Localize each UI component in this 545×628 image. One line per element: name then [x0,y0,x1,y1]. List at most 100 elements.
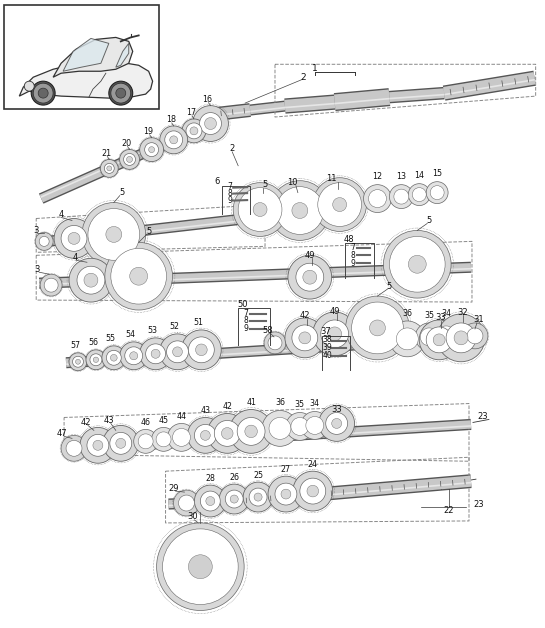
Circle shape [189,337,214,363]
Circle shape [87,435,109,457]
Text: 43: 43 [104,416,114,425]
Circle shape [77,266,105,294]
Circle shape [126,156,132,163]
Circle shape [93,440,103,450]
Circle shape [306,416,324,435]
Circle shape [446,323,476,353]
Circle shape [134,430,158,453]
Circle shape [328,327,342,341]
Circle shape [270,181,330,241]
Circle shape [389,236,445,292]
Circle shape [107,166,112,171]
Circle shape [187,418,223,453]
Text: 2: 2 [300,73,306,82]
Circle shape [229,409,273,453]
Polygon shape [116,43,129,67]
Circle shape [90,354,102,365]
Text: 51: 51 [193,318,203,327]
Circle shape [162,529,238,605]
Circle shape [130,268,148,285]
Circle shape [199,112,221,134]
Circle shape [415,323,443,351]
Circle shape [296,263,324,291]
Circle shape [160,334,196,370]
Text: 54: 54 [126,330,136,339]
Circle shape [178,495,195,511]
Text: 58: 58 [263,327,274,335]
Circle shape [186,123,202,139]
Circle shape [264,332,286,354]
Text: 40: 40 [323,351,332,360]
Circle shape [361,311,395,345]
Circle shape [303,270,317,284]
Circle shape [97,217,131,251]
Text: 3: 3 [34,226,39,235]
Circle shape [430,186,444,200]
Text: 25: 25 [253,470,263,480]
Circle shape [313,178,367,232]
Circle shape [151,349,160,358]
Circle shape [370,320,385,336]
Circle shape [140,138,164,161]
Text: 18: 18 [166,116,175,124]
Text: 26: 26 [229,473,239,482]
Circle shape [196,344,207,355]
Circle shape [396,328,418,350]
Circle shape [156,523,244,610]
Circle shape [195,425,216,447]
Circle shape [332,418,342,428]
Text: 37: 37 [320,327,331,337]
Text: 9: 9 [350,259,355,268]
Circle shape [173,347,183,357]
Circle shape [433,334,445,346]
Circle shape [291,418,309,435]
Circle shape [394,189,409,204]
Circle shape [165,131,183,149]
Text: 8: 8 [350,251,355,260]
Circle shape [190,127,198,135]
Text: 33: 33 [331,405,342,414]
Circle shape [412,188,426,202]
Circle shape [111,248,167,304]
Circle shape [121,258,156,294]
Text: 22: 22 [444,507,455,516]
Circle shape [100,160,118,177]
Text: 35: 35 [295,400,305,409]
Circle shape [61,225,87,251]
Circle shape [103,425,138,461]
Circle shape [245,425,257,438]
Circle shape [110,433,132,454]
Circle shape [25,81,34,91]
Text: 16: 16 [203,95,213,104]
Circle shape [106,350,122,365]
Text: 21: 21 [101,149,111,158]
Circle shape [319,406,355,441]
Text: 23: 23 [474,499,485,509]
Circle shape [284,195,316,227]
Circle shape [140,338,172,370]
Circle shape [454,331,468,345]
Text: 43: 43 [201,406,210,415]
Circle shape [321,320,349,348]
Circle shape [281,489,291,499]
Circle shape [44,278,58,292]
Circle shape [102,346,126,370]
Circle shape [352,302,403,354]
Circle shape [384,230,451,298]
Text: 38: 38 [323,335,332,344]
Circle shape [254,493,262,501]
Circle shape [237,418,265,445]
Circle shape [109,81,133,105]
Circle shape [318,183,361,227]
Circle shape [156,432,171,447]
Circle shape [86,350,106,370]
Text: 49: 49 [305,251,315,260]
Text: 34: 34 [441,310,451,318]
Text: 2: 2 [229,144,235,153]
Text: 46: 46 [141,418,150,427]
Circle shape [105,242,173,310]
Text: 23: 23 [477,412,488,421]
Text: 45: 45 [159,416,168,425]
Circle shape [35,232,53,251]
Text: 29: 29 [168,484,179,492]
